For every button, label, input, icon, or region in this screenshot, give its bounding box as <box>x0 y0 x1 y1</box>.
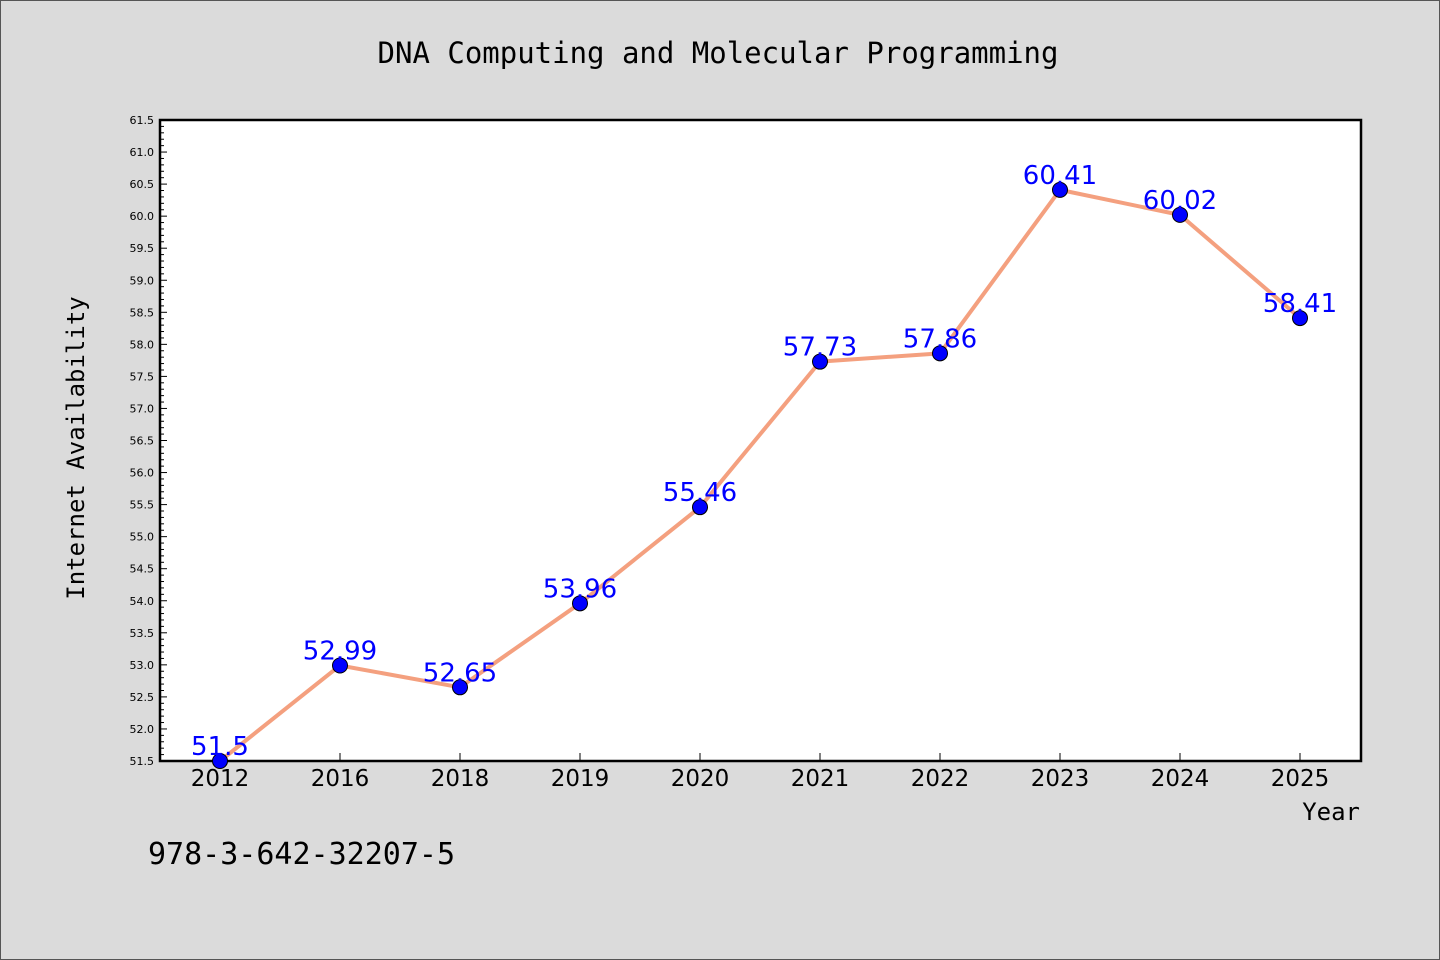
y-tick-label: 57.0 <box>130 402 155 415</box>
x-axis: 2012 2016 2018 2019 2020 2021 2022 2023 2024 2025 <box>191 753 1330 792</box>
plot-area <box>158 118 1363 763</box>
data-label: 57.86 <box>903 324 977 354</box>
y-tick-label: 51.5 <box>130 755 155 768</box>
y-tick-label: 54.0 <box>130 595 155 608</box>
y-tick-label: 52.5 <box>130 691 155 704</box>
x-tick-label: 2012 <box>191 766 250 792</box>
data-point <box>812 353 828 370</box>
y-tick-label: 60.5 <box>130 178 155 191</box>
y-tick-label: 52.0 <box>130 723 155 736</box>
y-axis-label: Internet Availability <box>62 296 90 599</box>
y-tick-label: 61.0 <box>130 146 155 159</box>
series-group: 51.5 52.99 52.65 53.96 55.46 57.73 57.86 60.41 6… <box>191 161 1337 769</box>
y-tick-label: 59.5 <box>130 242 155 255</box>
y-tick-label: 54.5 <box>130 563 155 576</box>
footnote-isbn: 978-3-642-32207-5 <box>148 837 455 872</box>
y-tick-label: 60.0 <box>130 210 155 223</box>
y-tick-label: 55.5 <box>130 499 155 512</box>
x-tick-label: 2025 <box>1271 766 1330 792</box>
y-tick-label: 53.0 <box>130 659 155 672</box>
x-tick-label: 2021 <box>791 766 850 792</box>
data-label: 52.65 <box>423 658 497 688</box>
data-label: 60.41 <box>1023 161 1097 191</box>
x-tick-label: 2024 <box>1151 766 1210 792</box>
data-point <box>1052 181 1068 198</box>
data-point <box>572 595 588 612</box>
x-tick-label: 2022 <box>911 766 970 792</box>
y-tick-label: 56.5 <box>130 435 155 448</box>
data-point <box>932 345 948 362</box>
y-tick-label: 58.5 <box>130 306 155 319</box>
data-point <box>692 499 708 516</box>
data-label: 51.5 <box>191 732 249 762</box>
data-point <box>452 679 468 696</box>
x-tick-label: 2020 <box>671 766 730 792</box>
data-label: 58.41 <box>1263 289 1337 319</box>
y-tick-label: 56.0 <box>130 467 155 480</box>
data-label: 52.99 <box>303 636 377 666</box>
x-axis-label: Year <box>1302 798 1360 826</box>
data-point <box>332 657 348 674</box>
y-tick-label: 58.0 <box>130 338 155 351</box>
data-point <box>1172 206 1188 223</box>
data-point <box>1292 310 1308 327</box>
x-tick-label: 2023 <box>1031 766 1090 792</box>
data-point <box>212 753 228 769</box>
y-tick-label: 61.5 <box>130 114 155 127</box>
y-tick-label: 57.5 <box>130 370 155 383</box>
y-tick-label: 53.5 <box>130 627 155 640</box>
y-axis: 51.5 52.0 52.5 53.0 53.5 54.0 54.5 55.0 55.5 56.0… <box>130 114 167 768</box>
y-tick-label: 55.0 <box>130 531 155 544</box>
chart-title: DNA Computing and Molecular Programming <box>378 36 1059 70</box>
data-label: 53.96 <box>543 574 617 604</box>
data-label: 60.02 <box>1143 186 1217 216</box>
series-line <box>218 187 1302 763</box>
x-tick-label: 2016 <box>311 766 370 792</box>
data-label: 55.46 <box>663 478 737 508</box>
y-tick-label: 59.0 <box>130 274 155 287</box>
x-tick-label: 2018 <box>431 766 490 792</box>
data-label: 57.73 <box>783 333 857 363</box>
x-tick-label: 2019 <box>551 766 610 792</box>
